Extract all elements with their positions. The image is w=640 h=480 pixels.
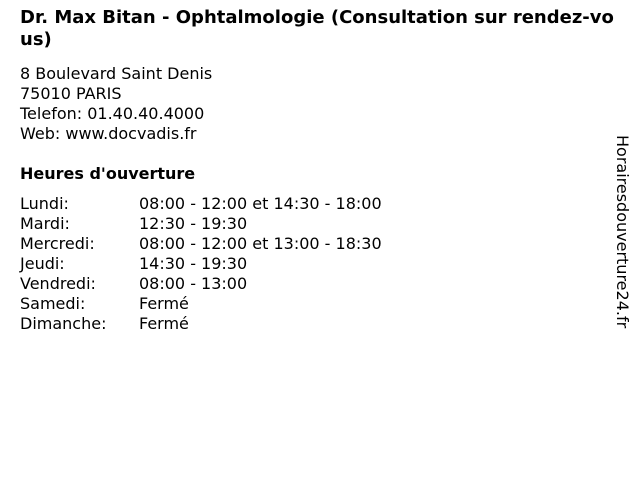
watermark-text: Horairesdouverture24.fr bbox=[613, 135, 632, 329]
phone: Telefon: 01.40.40.4000 bbox=[20, 104, 205, 123]
day: Mardi: bbox=[20, 214, 70, 233]
time: 08:00 - 12:00 et 14:30 - 18:00 bbox=[139, 194, 382, 213]
time: 08:00 - 13:00 bbox=[139, 274, 248, 293]
website: Web: www.docvadis.fr bbox=[20, 124, 197, 143]
city: 75010 PARIS bbox=[20, 84, 122, 103]
address-block: 8 Boulevard Saint Denis 75010 PARIS Tele… bbox=[20, 64, 212, 144]
day: Samedi: bbox=[20, 294, 86, 313]
watermark: Horairesdouverture24.fr bbox=[612, 135, 632, 375]
page-title: Dr. Max Bitan - Ophtalmologie (Consultat… bbox=[20, 7, 614, 50]
day: Mercredi: bbox=[20, 234, 95, 253]
day: Dimanche: bbox=[20, 314, 107, 333]
street: 8 Boulevard Saint Denis bbox=[20, 64, 213, 83]
day: Lundi: bbox=[20, 194, 69, 213]
time: 08:00 - 12:00 et 13:00 - 18:30 bbox=[139, 234, 382, 253]
time: Fermé bbox=[139, 314, 189, 333]
day: Jeudi: bbox=[20, 254, 65, 273]
time: Fermé bbox=[139, 294, 189, 313]
hours-heading: Heures d'ouverture bbox=[20, 164, 196, 183]
time: 14:30 - 19:30 bbox=[139, 254, 248, 273]
time: 12:30 - 19:30 bbox=[139, 214, 248, 233]
day: Vendredi: bbox=[20, 274, 96, 293]
